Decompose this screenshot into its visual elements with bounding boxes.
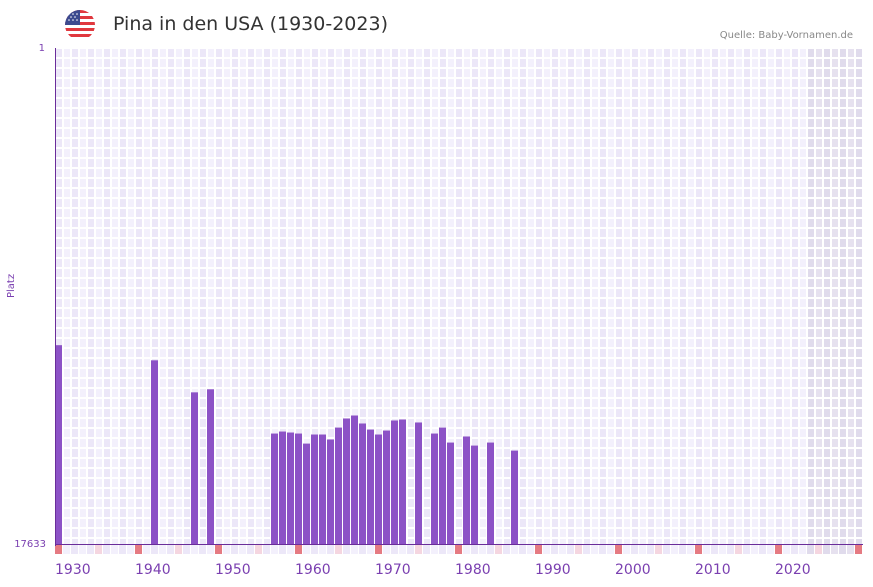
- chart-title: Pina in den USA (1930-2023): [113, 13, 388, 35]
- bar-1982[interactable]: [471, 445, 478, 545]
- bar-1981[interactable]: [463, 436, 470, 545]
- bar-1947[interactable]: [191, 392, 198, 545]
- bar-1963[interactable]: [319, 434, 326, 545]
- x-tick-1970: 1970: [375, 562, 411, 578]
- bar-1962[interactable]: [311, 434, 318, 545]
- bar-1978[interactable]: [439, 427, 446, 545]
- bar-1942[interactable]: [151, 360, 158, 545]
- x-tick-2010: 2010: [695, 562, 731, 578]
- y-tick-top: 1: [38, 43, 45, 54]
- bar-chart: [55, 49, 862, 554]
- y-axis-label: Platz: [6, 273, 17, 298]
- x-axis: [55, 544, 863, 545]
- bar-1961[interactable]: [303, 443, 310, 545]
- y-tick-bottom: 17633: [14, 539, 46, 550]
- bar-1949[interactable]: [207, 389, 214, 545]
- x-tick-1960: 1960: [295, 562, 331, 578]
- x-tick-1940: 1940: [135, 562, 171, 578]
- bar-1977[interactable]: [431, 433, 438, 545]
- bar-1957[interactable]: [271, 433, 278, 545]
- us-flag-icon: [65, 10, 95, 40]
- bar-1973[interactable]: [399, 419, 406, 545]
- bar-1966[interactable]: [343, 418, 350, 545]
- bar-1964[interactable]: [327, 439, 334, 545]
- x-tick-1930: 1930: [55, 562, 91, 578]
- x-tick-1990: 1990: [535, 562, 571, 578]
- bar-1970[interactable]: [375, 434, 382, 545]
- bar-1979[interactable]: [447, 442, 454, 545]
- x-tick-2020: 2020: [775, 562, 811, 578]
- bar-1960[interactable]: [295, 433, 302, 545]
- bar-1972[interactable]: [391, 420, 398, 545]
- bar-1930[interactable]: [55, 345, 62, 545]
- bar-1967[interactable]: [351, 415, 358, 545]
- bar-1987[interactable]: [511, 450, 518, 545]
- bar-1971[interactable]: [383, 430, 390, 545]
- bar-1968[interactable]: [359, 423, 366, 545]
- bar-1984[interactable]: [487, 442, 494, 545]
- x-tick-1950: 1950: [215, 562, 251, 578]
- source-label: Quelle: Baby-Vornamen.de: [719, 30, 853, 41]
- x-tick-1980: 1980: [455, 562, 491, 578]
- bar-1969[interactable]: [367, 429, 374, 545]
- x-tick-2000: 2000: [615, 562, 651, 578]
- bar-1965[interactable]: [335, 427, 342, 545]
- bar-1959[interactable]: [287, 432, 294, 545]
- y-axis: [55, 48, 56, 546]
- bar-1958[interactable]: [279, 431, 286, 545]
- bar-1975[interactable]: [415, 422, 422, 545]
